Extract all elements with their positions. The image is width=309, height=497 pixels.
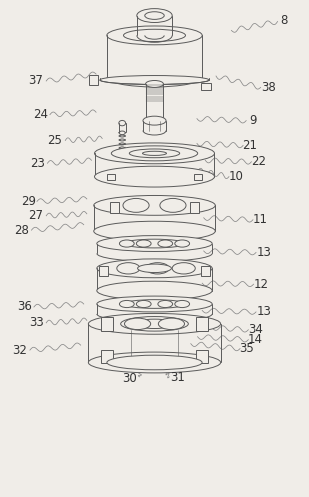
Ellipse shape	[143, 116, 166, 125]
Ellipse shape	[88, 314, 221, 334]
Ellipse shape	[136, 240, 151, 247]
Text: 31: 31	[170, 371, 185, 384]
Ellipse shape	[137, 8, 172, 22]
Ellipse shape	[134, 319, 175, 329]
Text: 32: 32	[12, 343, 27, 357]
Ellipse shape	[100, 76, 209, 84]
Ellipse shape	[124, 239, 185, 248]
Bar	[89, 75, 98, 85]
Ellipse shape	[94, 195, 215, 215]
Ellipse shape	[172, 263, 195, 274]
Ellipse shape	[145, 12, 164, 19]
Ellipse shape	[124, 300, 185, 308]
Bar	[99, 266, 108, 276]
Text: 23: 23	[30, 157, 45, 170]
Ellipse shape	[158, 301, 173, 308]
Ellipse shape	[138, 264, 171, 272]
Text: 10: 10	[229, 170, 243, 183]
Text: 14: 14	[248, 333, 263, 346]
Text: 11: 11	[253, 213, 268, 226]
Bar	[194, 173, 201, 179]
Ellipse shape	[88, 352, 221, 373]
Ellipse shape	[124, 29, 185, 42]
Bar	[108, 173, 115, 179]
Ellipse shape	[107, 26, 202, 45]
Ellipse shape	[97, 296, 212, 312]
Text: 9: 9	[249, 114, 257, 127]
Text: 28: 28	[14, 224, 29, 237]
Bar	[201, 83, 211, 90]
Bar	[196, 317, 208, 331]
Text: 27: 27	[28, 209, 44, 222]
Text: 22: 22	[252, 155, 267, 168]
Text: 21: 21	[242, 139, 257, 152]
Bar	[101, 349, 113, 363]
Ellipse shape	[146, 81, 163, 87]
Ellipse shape	[120, 301, 134, 308]
Ellipse shape	[142, 151, 167, 156]
Bar	[196, 349, 208, 363]
Text: 37: 37	[29, 75, 44, 87]
Ellipse shape	[158, 240, 173, 247]
Ellipse shape	[94, 221, 215, 241]
Ellipse shape	[158, 318, 184, 330]
Text: 24: 24	[33, 108, 48, 121]
Text: 29: 29	[21, 195, 36, 208]
Ellipse shape	[117, 263, 140, 274]
Ellipse shape	[136, 301, 151, 308]
Ellipse shape	[160, 198, 186, 212]
Ellipse shape	[119, 120, 125, 126]
Ellipse shape	[175, 240, 189, 247]
Ellipse shape	[123, 198, 149, 212]
Text: 25: 25	[47, 134, 62, 147]
Ellipse shape	[129, 149, 180, 158]
Ellipse shape	[95, 166, 214, 187]
Text: 30: 30	[122, 372, 137, 385]
Ellipse shape	[120, 240, 134, 247]
Bar	[110, 202, 119, 213]
Ellipse shape	[121, 317, 188, 331]
Ellipse shape	[95, 143, 214, 164]
Text: 38: 38	[261, 81, 276, 94]
Text: 13: 13	[256, 306, 271, 319]
Ellipse shape	[107, 355, 202, 370]
Text: 8: 8	[280, 14, 287, 27]
Ellipse shape	[146, 263, 169, 274]
Text: 35: 35	[239, 342, 254, 355]
Text: 12: 12	[254, 278, 269, 291]
Ellipse shape	[175, 301, 189, 308]
Text: 36: 36	[17, 301, 32, 314]
Bar	[190, 202, 199, 213]
Ellipse shape	[111, 146, 198, 161]
Text: 34: 34	[248, 323, 263, 336]
Bar	[201, 266, 210, 276]
Text: 13: 13	[256, 246, 271, 259]
Bar	[101, 317, 113, 331]
Ellipse shape	[97, 259, 212, 278]
Ellipse shape	[125, 318, 151, 330]
Text: 33: 33	[29, 317, 44, 330]
Ellipse shape	[97, 236, 212, 251]
Ellipse shape	[97, 281, 212, 300]
